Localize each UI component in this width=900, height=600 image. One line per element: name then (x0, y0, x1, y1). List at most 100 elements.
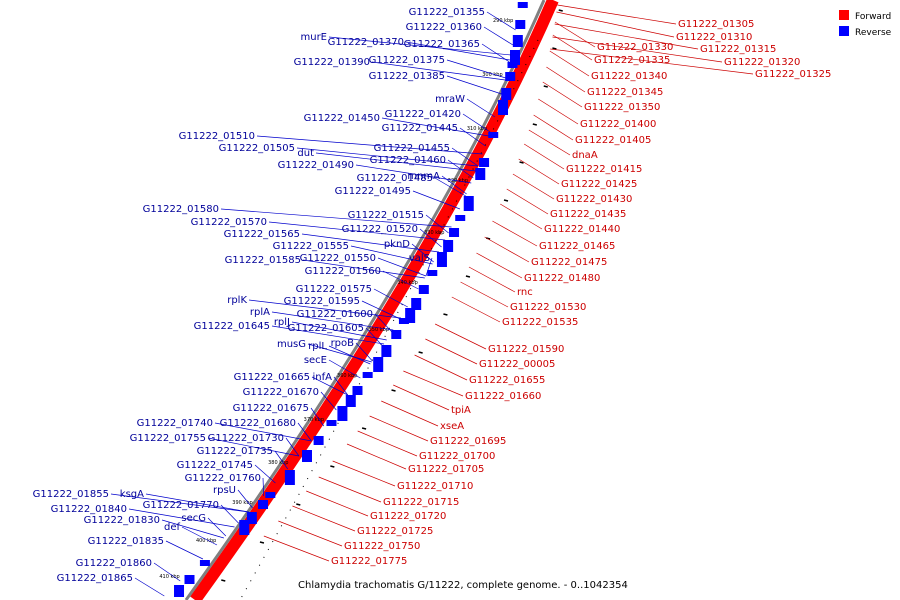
reverse-leader-line (382, 270, 419, 290)
forward-gene-label: tpiA (451, 405, 471, 416)
forward-leader-line (468, 266, 516, 293)
forward-leader-line (306, 490, 369, 517)
reverse-gene-label: G11222_01600 (297, 309, 373, 320)
reverse-gene-block (381, 345, 392, 357)
reverse-gene-label: G11222_01830 (84, 515, 160, 526)
forward-leader-line (393, 384, 450, 411)
reverse-gene-block (443, 240, 454, 252)
forward-gene-label: G11222_01715 (383, 497, 459, 508)
legend-forward-label: Forward (855, 12, 891, 22)
reverse-gene-label: secE (304, 355, 327, 366)
forward-gene-label: G11222_01430 (556, 194, 632, 205)
map-caption: Chlamydia trachomatis G/11222, complete … (298, 580, 628, 591)
reverse-gene-block (302, 450, 312, 462)
reverse-gene-label: G11222_01865 (57, 573, 133, 584)
forward-leader-line (552, 34, 593, 61)
reverse-gene-label: G11222_01595 (284, 296, 360, 307)
reverse-leader-line (315, 152, 477, 172)
reverse-gene-label: secG (181, 513, 206, 524)
forward-leader-line (533, 114, 574, 141)
reverse-gene-block (398, 318, 409, 324)
forward-leader-lines (263, 4, 754, 562)
forward-leader-line (381, 400, 439, 427)
reverse-gene-label: G11222_01505 (219, 143, 295, 154)
reverse-leader-line (262, 477, 265, 497)
forward-gene-label: G11222_01425 (561, 179, 637, 190)
reverse-leader-line (328, 345, 371, 365)
scale-label: 360 kbp (337, 373, 357, 379)
forward-leader-line (357, 430, 418, 457)
reverse-gene-label: mnmA (407, 171, 440, 182)
forward-gene-label: G11222_01335 (594, 55, 670, 66)
reverse-gene-label: murE (300, 32, 327, 43)
forward-gene-label: G11222_01405 (575, 135, 651, 146)
reverse-gene-label: infA (313, 372, 333, 383)
reverse-gene-label: G11222_01585 (225, 255, 301, 266)
reverse-leader-line (291, 321, 387, 341)
legend-reverse-swatch (839, 26, 849, 36)
reverse-gene-block (463, 196, 474, 211)
reverse-leader-line (268, 221, 446, 241)
reverse-gene-label: G11222_01675 (233, 403, 309, 414)
reverse-gene-label: rplK (227, 295, 247, 306)
reverse-leader-line (425, 214, 449, 234)
reverse-gene-block (455, 215, 466, 221)
reverse-gene-block (258, 500, 268, 509)
major-tick (519, 161, 524, 164)
forward-gene-label: G11222_01720 (370, 511, 446, 522)
reverse-gene-label: G11222_01860 (76, 558, 152, 569)
reverse-gene-block (436, 252, 447, 267)
reverse-leader-line (271, 311, 394, 331)
reverse-gene-label: G11222_01495 (335, 186, 411, 197)
reverse-gene-label: G11222_01375 (369, 55, 445, 66)
reverse-gene-label: G11222_01515 (348, 210, 424, 221)
scale-label: 370 kbp (304, 417, 324, 423)
reverse-leader-line (320, 391, 337, 411)
reverse-gene-label: G11222_01355 (409, 7, 485, 18)
major-tick (391, 389, 396, 392)
forward-gene-label: G11222_01775 (331, 556, 407, 567)
forward-leader-line (476, 252, 523, 279)
reverse-genes (174, 2, 528, 597)
reverse-gene-label: G11222_01565 (224, 229, 300, 240)
reverse-leader-line (374, 313, 393, 333)
reverse-leader-line (459, 127, 486, 147)
reverse-gene-label: rplA (250, 307, 270, 318)
forward-gene-label: G11222_01655 (469, 375, 545, 386)
reverse-leader-line (451, 147, 479, 167)
reverse-gene-block (510, 50, 520, 65)
reverse-gene-label: G11222_01670 (243, 387, 319, 398)
reverse-gene-label: G11222_01455 (374, 143, 450, 154)
reverse-gene-label: mraW (435, 94, 465, 105)
legend: Forward Reverse (839, 10, 892, 38)
reverse-leader-line (483, 26, 514, 46)
reverse-leader-line (311, 376, 348, 396)
reverse-leader-line (296, 147, 479, 167)
reverse-leader-line (307, 343, 372, 363)
reverse-gene-label: ksgA (120, 489, 144, 500)
reverse-leader-line (355, 342, 373, 362)
reverse-gene-block (239, 520, 250, 535)
reverse-leader-line (361, 300, 401, 320)
forward-gene-label: rnc (517, 287, 533, 298)
reverse-gene-block (498, 100, 508, 115)
reverse-leader-line (145, 493, 249, 513)
reverse-gene-label: G11222_01645 (194, 321, 270, 332)
forward-gene-label: G11222_01535 (502, 317, 578, 328)
reverse-leader-line (486, 11, 516, 31)
reverse-leader-line (328, 36, 512, 56)
forward-gene-label: G11222_01320 (724, 57, 800, 68)
reverse-gene-block (517, 2, 528, 8)
reverse-leader-line (237, 489, 253, 509)
reverse-gene-label: G11222_01760 (185, 473, 261, 484)
major-tick (543, 85, 548, 88)
forward-leader-line (263, 535, 330, 562)
scale-label: 290 kbp (493, 18, 513, 24)
forward-leader-line (500, 203, 543, 230)
scale-label: 350 kbp (369, 327, 389, 333)
forward-leader-line (554, 21, 596, 48)
forward-leader-line (552, 36, 723, 63)
reverse-gene-label: pknD (384, 239, 410, 250)
reverse-gene-block (199, 560, 210, 566)
reverse-leader-line (134, 577, 165, 597)
